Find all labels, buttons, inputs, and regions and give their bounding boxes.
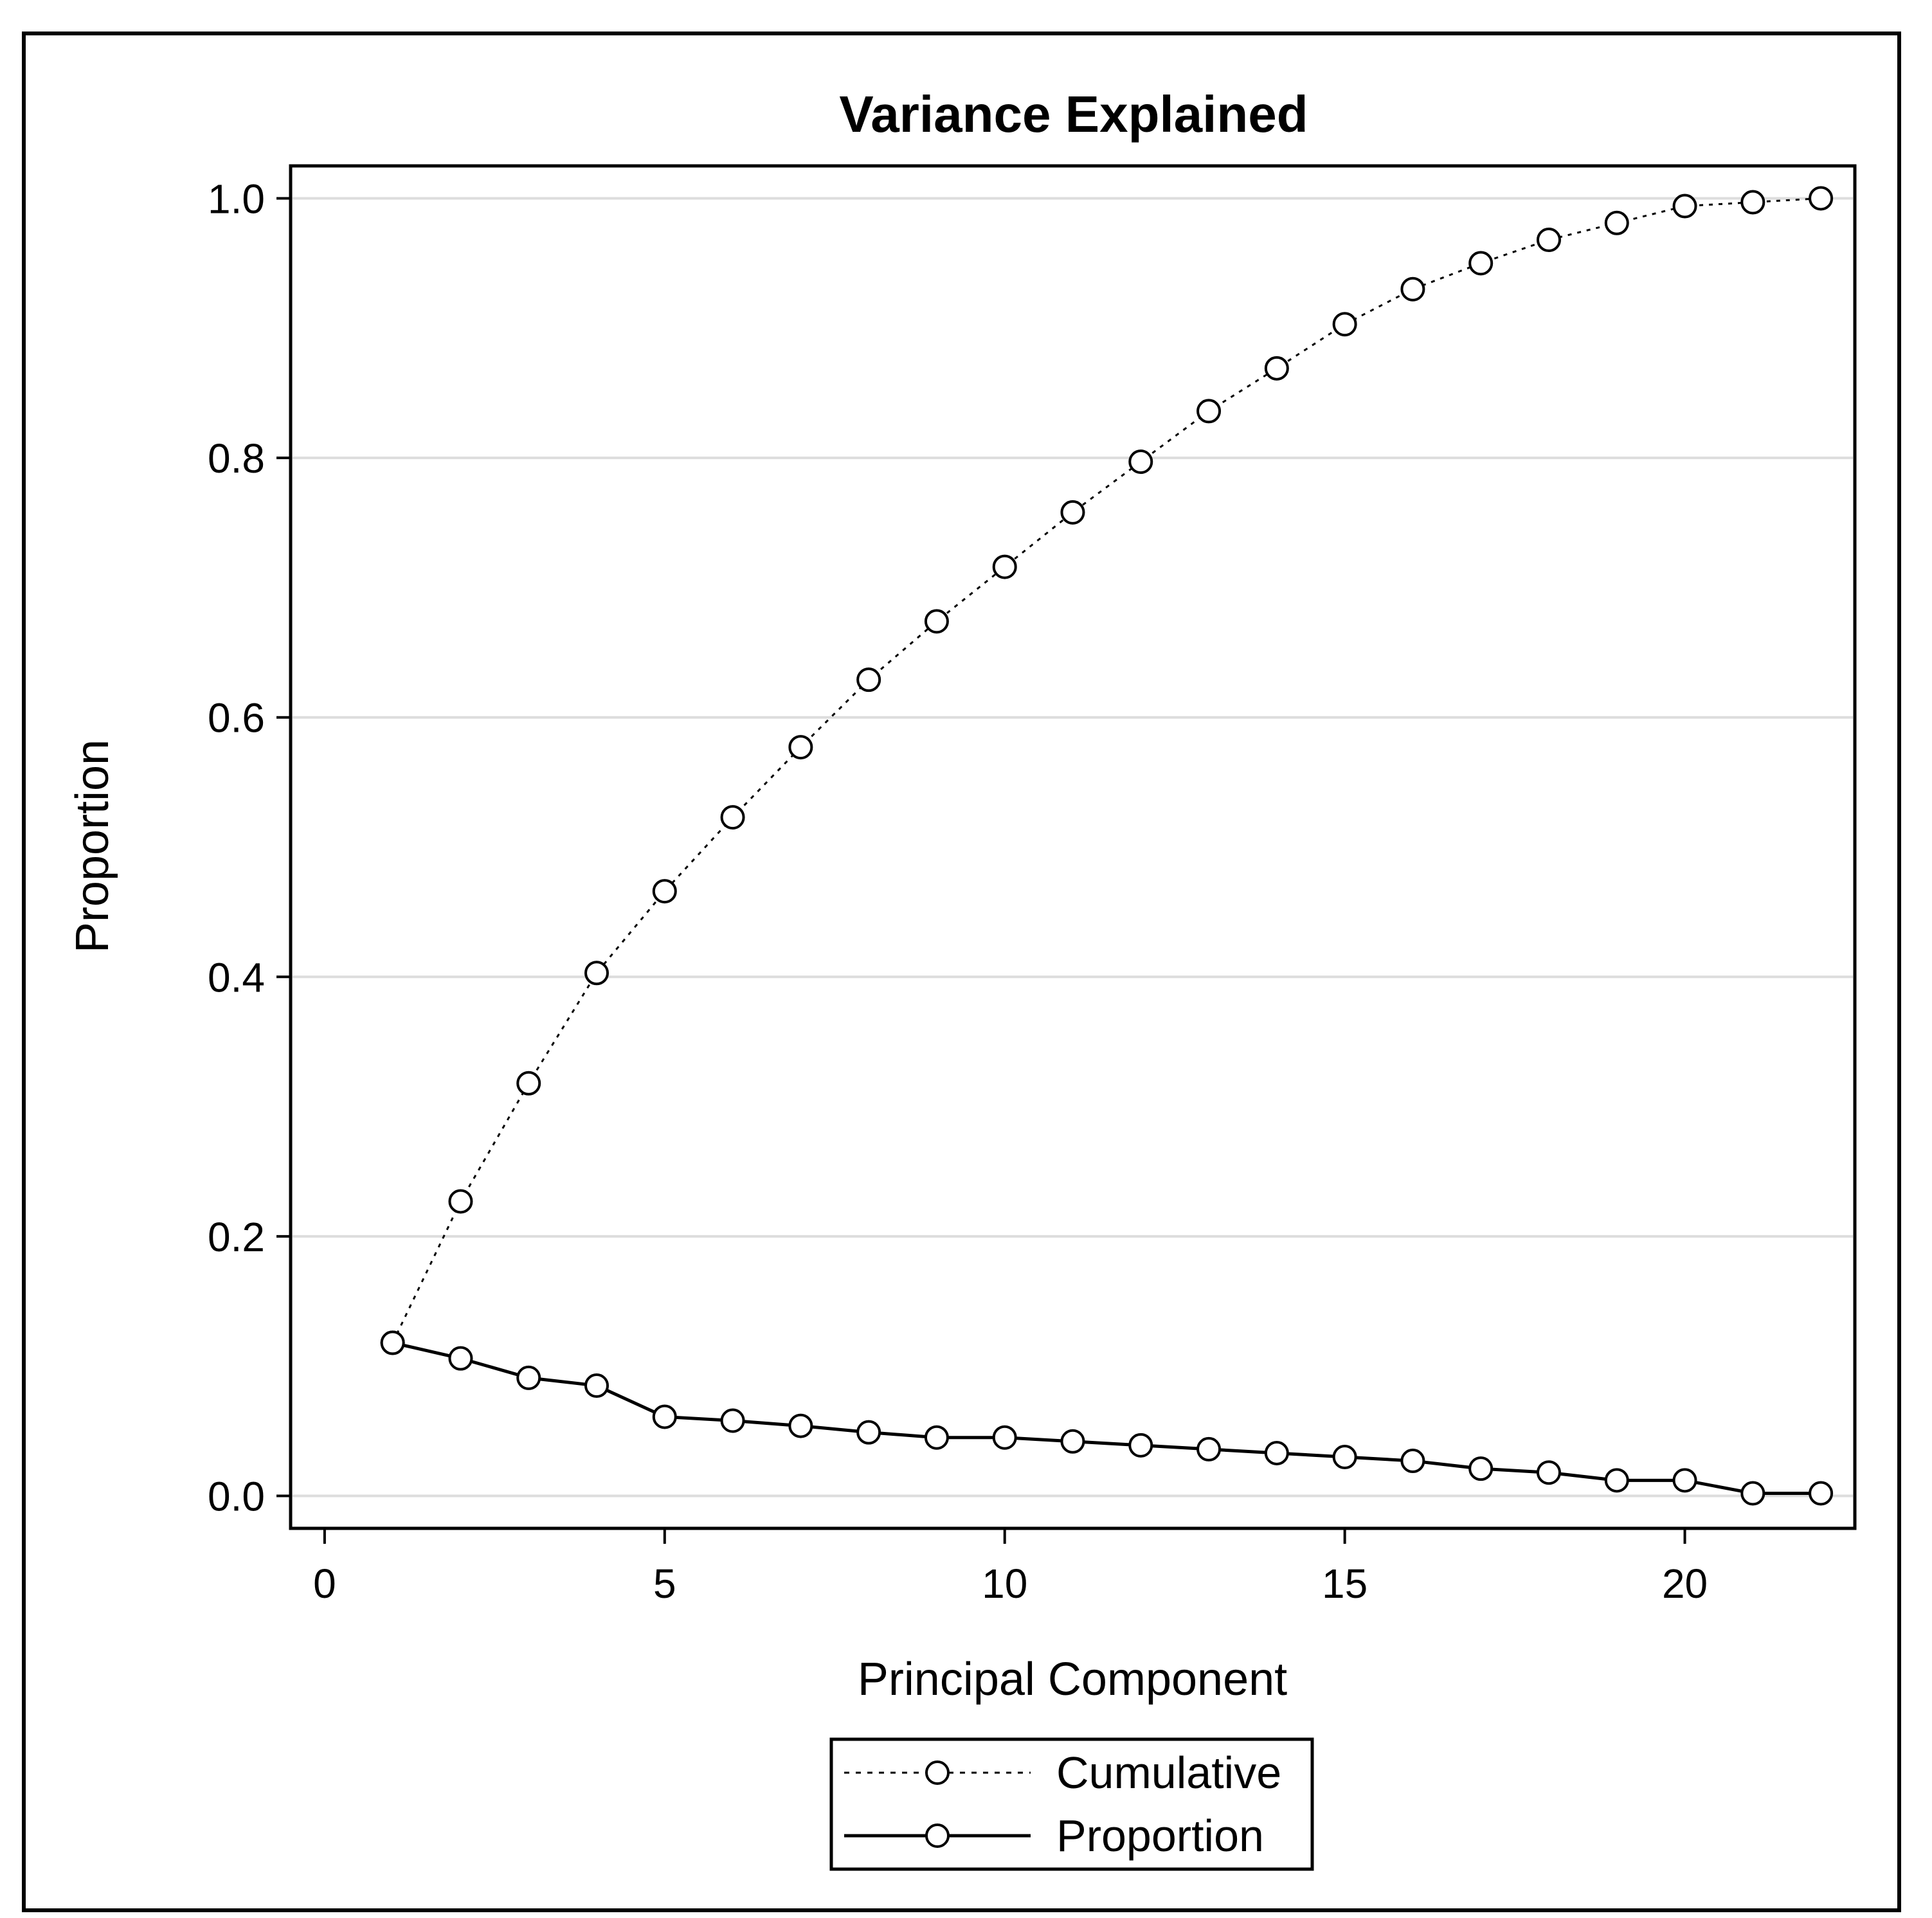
- proportion-point: [448, 1346, 473, 1371]
- y-tick-label: 0.8: [208, 435, 265, 482]
- legend-box: [829, 1737, 1314, 1871]
- cumulative-point: [1128, 449, 1153, 475]
- cumulative-point: [1400, 276, 1425, 302]
- proportion-point: [1332, 1445, 1357, 1470]
- cumulative-point: [448, 1189, 473, 1214]
- series-layer: [380, 186, 1834, 1506]
- proportion-point: [1809, 1481, 1834, 1506]
- proportion-point: [584, 1373, 609, 1398]
- y-tick-label: 0.0: [208, 1474, 265, 1520]
- legend-proportion-label: Proportion: [1056, 1811, 1264, 1861]
- proportion-point: [720, 1408, 745, 1433]
- cumulative-point: [1196, 399, 1222, 424]
- cumulative-point: [720, 805, 745, 830]
- outer-frame: [22, 32, 1901, 1912]
- proportion-point: [652, 1404, 677, 1429]
- cumulative-point: [1809, 186, 1834, 211]
- y-tick-label: 0.4: [208, 954, 265, 1000]
- cumulative-point: [584, 961, 609, 986]
- proportion-point: [788, 1413, 813, 1438]
- y-tick-label: 0.6: [208, 695, 265, 741]
- cumulative-point: [924, 609, 949, 634]
- x-axis-label: Principal Component: [858, 1654, 1287, 1705]
- proportion-point: [1604, 1468, 1629, 1493]
- cumulative-point: [856, 667, 881, 692]
- proportion-point: [1264, 1440, 1289, 1465]
- proportion-point: [1196, 1436, 1222, 1461]
- proportion-point: [1400, 1449, 1425, 1474]
- x-tick-label: 15: [1322, 1561, 1368, 1607]
- proportion-point: [1672, 1468, 1697, 1493]
- proportion-series-line: [392, 1341, 1821, 1496]
- y-axis-label: Proportion: [67, 739, 118, 953]
- proportion-point: [516, 1365, 541, 1390]
- x-tick-label: 10: [982, 1561, 1027, 1607]
- x-tick-label: 0: [313, 1561, 336, 1607]
- cumulative-point: [1060, 500, 1085, 525]
- cumulative-point: [1264, 356, 1289, 381]
- proportion-point: [1740, 1481, 1765, 1506]
- y-tick-label: 0.2: [208, 1214, 265, 1260]
- proportion-point: [1536, 1460, 1561, 1485]
- x-axis: 0 5 10 15 20: [313, 1528, 1708, 1607]
- legend-cumulative-label: Cumulative: [1056, 1748, 1281, 1798]
- proportion-point: [1128, 1433, 1153, 1458]
- plot-frame: [289, 164, 1857, 1530]
- cumulative-point: [1740, 190, 1765, 215]
- proportion-point: [924, 1425, 949, 1450]
- cumulative-point: [788, 735, 813, 760]
- legend: Cumulative Proportion: [829, 1737, 1314, 1871]
- y-axis: 0.0 0.2 0.4 0.6 0.8 1.0: [208, 176, 291, 1520]
- proportion-point: [380, 1330, 405, 1355]
- legend-cumulative-marker: [925, 1760, 950, 1785]
- cumulative-point: [1536, 228, 1561, 253]
- cumulative-point: [516, 1071, 541, 1096]
- cumulative-point: [1672, 194, 1697, 219]
- y-tick-label: 1.0: [208, 176, 265, 222]
- cumulative-point: [652, 879, 677, 904]
- cumulative-point: [1604, 210, 1629, 235]
- proportion-point: [992, 1425, 1017, 1450]
- cumulative-series-line: [392, 197, 1821, 1344]
- gridlines: [293, 197, 1853, 1497]
- proportion-point: [1468, 1456, 1494, 1481]
- cumulative-point: [1468, 251, 1494, 276]
- cumulative-point: [992, 554, 1017, 579]
- proportion-point: [856, 1420, 881, 1445]
- x-tick-label: 20: [1662, 1561, 1708, 1607]
- legend-proportion-marker: [925, 1823, 950, 1848]
- chart-title: Variance Explained: [839, 86, 1308, 143]
- cumulative-point: [1332, 312, 1357, 337]
- x-tick-label: 5: [653, 1561, 676, 1607]
- proportion-point: [1060, 1429, 1085, 1454]
